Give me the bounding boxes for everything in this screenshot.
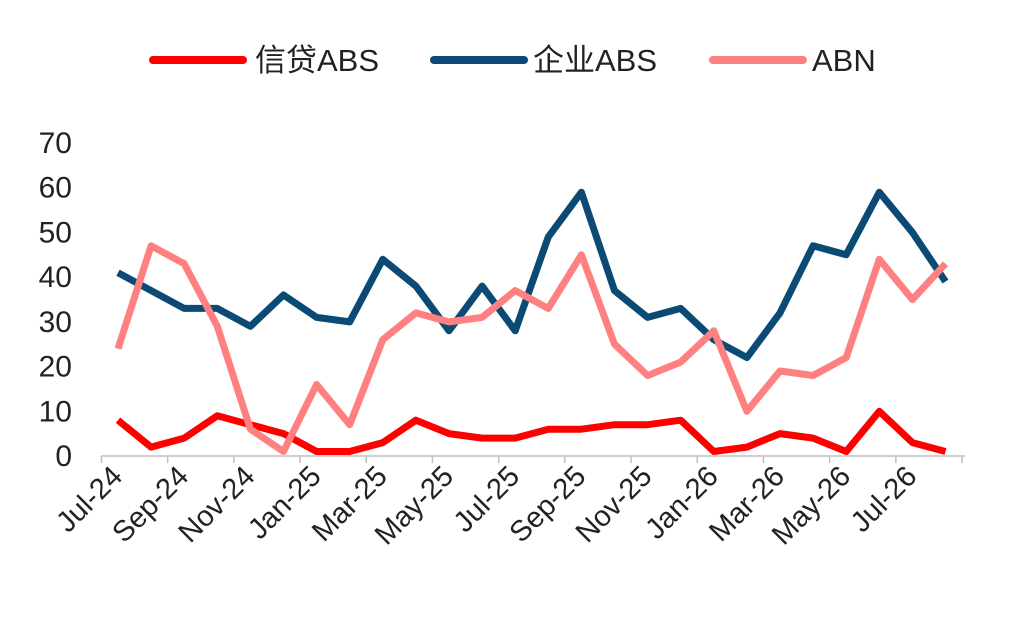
y-tick-label: 20 [39,351,72,384]
y-tick-label: 60 [39,172,72,205]
y-tick-label: 0 [55,440,72,473]
y-tick-label: 40 [39,261,72,294]
series-line-2 [116,188,949,362]
x-axis: Jul-24Sep-24Nov-24Jan-25Mar-25May-25Jul-… [50,455,965,551]
y-tick-label: 30 [39,306,72,339]
legend-label: 企业ABS [533,43,657,78]
series-line-3 [114,242,949,455]
legend: 信贷ABS 企业ABS ABN [149,43,876,78]
y-tick-label: 10 [39,395,72,428]
legend-label: ABN [812,43,876,78]
x-tick-label: Nov-24 [173,460,262,549]
series-line-1 [115,407,947,455]
y-axis: 0 10 20 30 40 50 60 70 [39,127,72,473]
series-lines [114,188,949,455]
y-tick-label: 50 [39,216,72,249]
x-tick-label: Nov-25 [570,460,659,549]
legend-label: 信贷ABS [255,43,379,78]
x-tick-label: Jul-26 [845,460,923,538]
y-tick-label: 70 [39,127,72,160]
